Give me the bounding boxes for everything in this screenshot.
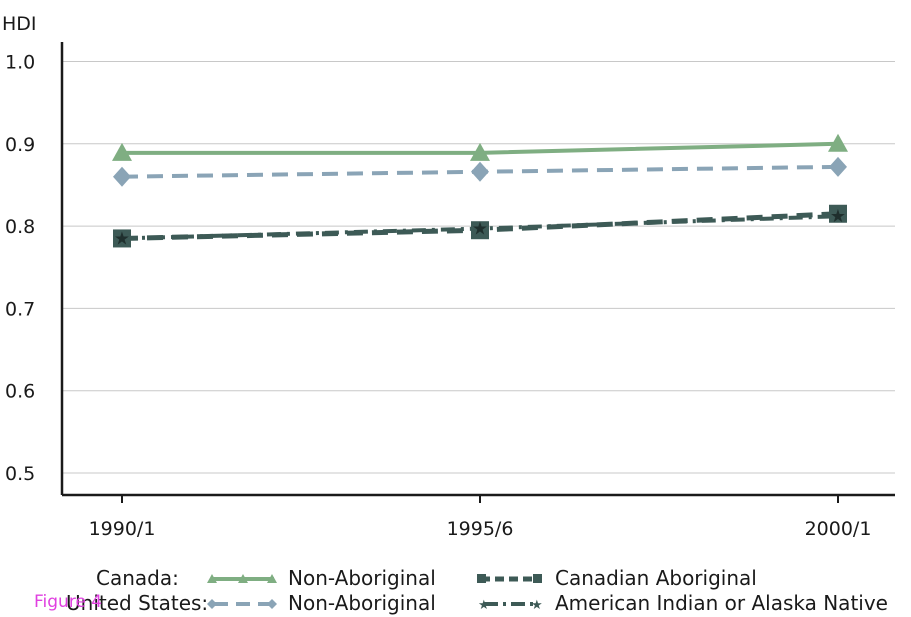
marker-triangle: [112, 142, 132, 161]
marker-square: [471, 221, 489, 240]
legend-row1-label: Canada:: [96, 566, 179, 590]
marker-star: ★: [830, 206, 846, 227]
marker-diamond: [829, 156, 847, 177]
marker-diamond: [113, 166, 131, 187]
x-tick-labels: 1990/1 1995/6 2000/1: [89, 495, 872, 540]
marker-diamond: [471, 161, 489, 182]
y-tick-label: 0.5: [5, 463, 35, 485]
marker-square: [829, 204, 847, 223]
legend-row2-label: United States:: [66, 591, 208, 615]
legend-item-american-indian: American Indian or Alaska Native: [555, 591, 888, 615]
svg-text:★: ★: [531, 598, 543, 613]
figure-label: Figure 4: [34, 592, 102, 612]
legend-swatch-canada-non-aboriginal: [207, 574, 277, 583]
x-tick-label: 1990/1: [89, 518, 156, 540]
y-tick-label: 0.6: [5, 381, 35, 403]
marker-triangle: [828, 133, 848, 152]
svg-text:★: ★: [478, 598, 490, 613]
y-tick-labels: 1.0 0.9 0.8 0.7 0.6 0.5: [5, 52, 35, 486]
legend-item-canada-non-aboriginal: Non-Aboriginal: [288, 566, 436, 590]
legend-item-canadian-aboriginal: Canadian Aboriginal: [555, 566, 757, 590]
legend-swatch-us-non-aboriginal: [207, 599, 277, 609]
marker-star: ★: [472, 219, 488, 240]
series-markers: ★ ★ ★: [112, 133, 848, 249]
legend: Canada: United States: Non-Aboriginal Ca…: [66, 566, 888, 615]
x-tick-label: 1995/6: [447, 518, 514, 540]
axes: [60, 42, 895, 497]
marker-triangle: [470, 142, 490, 161]
y-tick-label: 0.8: [5, 216, 35, 238]
y-tick-label: 1.0: [5, 52, 35, 74]
y-tick-label: 0.7: [5, 298, 35, 320]
y-tick-label: 0.9: [5, 134, 35, 156]
legend-swatch-american-indian: ★ ★: [478, 598, 543, 613]
x-tick-label: 2000/1: [805, 518, 872, 540]
legend-swatch-canadian-aboriginal: [477, 574, 542, 583]
marker-star: ★: [114, 228, 130, 249]
y-axis-title: HDI: [2, 13, 37, 35]
gridlines: [62, 61, 895, 474]
marker-square: [113, 229, 131, 248]
legend-item-us-non-aboriginal: Non-Aboriginal: [288, 591, 436, 615]
